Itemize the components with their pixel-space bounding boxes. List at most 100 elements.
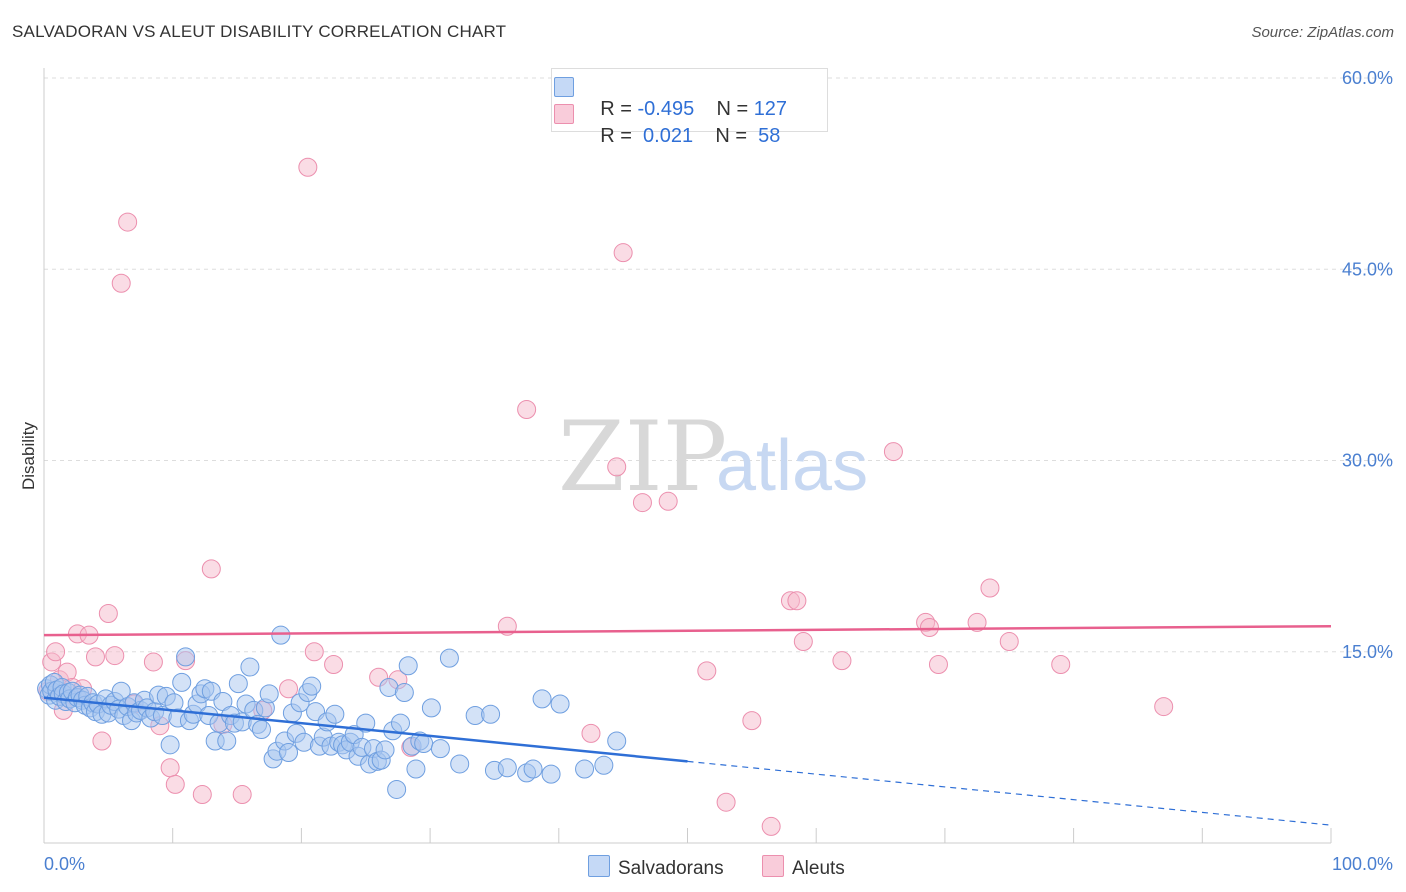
legend: R = -0.495 N = 127 R = 0.021 N = 58 — [551, 68, 828, 147]
aleut-point — [742, 711, 762, 731]
x-tick-label: 0.0% — [44, 854, 85, 874]
aleut-point — [201, 559, 221, 579]
salvadoran-point — [430, 739, 450, 759]
salvadoran-point — [279, 742, 299, 762]
legend-row-salvadorans: R = -0.495 N = 127 — [554, 75, 787, 120]
trend-lines — [43, 625, 1332, 826]
salvadoran-point — [375, 740, 395, 760]
aleut-point — [105, 646, 125, 666]
aleut-point — [761, 816, 781, 836]
tick-labels: 15.0% 30.0% 45.0% 60.0% 0.0% 100.0% — [44, 68, 1393, 874]
salvadoran-point — [394, 683, 414, 703]
y-tick-label: 60.0% — [1342, 68, 1393, 88]
aleut-point — [607, 457, 627, 477]
legend-r-label: R = — [600, 98, 632, 120]
aleut-point — [98, 604, 118, 623]
chart-title: SALVADORAN VS ALEUT DISABILITY CORRELATI… — [12, 22, 507, 41]
aleut-point — [298, 157, 318, 177]
aleut-point — [632, 493, 652, 513]
aleut-point — [967, 612, 987, 632]
aleut-point — [980, 578, 1000, 598]
y-axis-label: Disability — [19, 421, 38, 490]
legend-r-value: 0.021 — [637, 125, 694, 147]
salvadoran-point — [356, 713, 376, 733]
salvadoran-point — [228, 674, 248, 694]
salvadoran-point — [302, 676, 322, 696]
grid-lines — [44, 77, 1395, 653]
aleut-point — [613, 243, 633, 263]
aleut-point — [787, 591, 807, 611]
salvadoran-point — [497, 758, 517, 778]
legend-n-label: N = — [716, 98, 749, 120]
aleut-point — [658, 491, 678, 511]
salvadoran-point — [176, 647, 196, 667]
salvadoran-point — [406, 759, 426, 779]
salvadoran-point — [217, 731, 237, 751]
salvadoran-point — [575, 759, 595, 779]
salvadoran-point — [414, 734, 434, 754]
salvadoran-point — [252, 720, 272, 740]
aleut-point — [165, 774, 185, 794]
aleut-point — [1154, 697, 1174, 717]
aleut-point — [92, 731, 112, 751]
aleuts-trend-line — [43, 625, 1332, 637]
salvadoran-point — [532, 689, 552, 709]
salvadoran-point — [523, 759, 543, 779]
aleut-point — [517, 400, 537, 419]
salvadorans-trend-line — [43, 696, 688, 763]
aleut-point — [793, 632, 813, 652]
bottom-legend-aleuts: Aleuts — [762, 852, 845, 880]
salvadoran-point — [160, 735, 180, 755]
salvadoran-point — [421, 698, 441, 718]
salvadorans-swatch — [588, 855, 610, 877]
salvadoran-point — [390, 713, 410, 733]
legend-swatch-pink — [554, 104, 574, 124]
salvadoran-point — [439, 648, 459, 668]
aleut-point — [883, 442, 903, 462]
aleut-point — [143, 652, 163, 672]
watermark: ZIP atlas — [558, 401, 868, 513]
aleut-point — [581, 723, 601, 743]
y-tick-label: 30.0% — [1342, 451, 1393, 471]
y-tick-label: 45.0% — [1342, 259, 1393, 279]
salvadoran-point — [240, 657, 260, 677]
aleut-point — [111, 273, 131, 293]
salvadoran-point — [594, 755, 614, 775]
salvadoran-point — [550, 694, 570, 714]
aleut-point — [279, 679, 299, 699]
aleut-point — [118, 212, 138, 232]
salvadoran-point — [450, 754, 470, 774]
legend-n-value: 127 — [753, 98, 788, 120]
aleut-point — [919, 618, 939, 638]
legend-row-aleuts: R = 0.021 N = 58 — [554, 102, 780, 147]
legend-r-label: R = — [600, 125, 632, 147]
salvadoran-point — [325, 704, 345, 724]
watermark-atlas: atlas — [716, 426, 868, 506]
legend-n-value: 58 — [752, 125, 781, 147]
aleut-point — [999, 632, 1019, 652]
aleut-point — [85, 647, 105, 667]
salvadoran-point — [541, 764, 561, 784]
aleut-point — [832, 651, 852, 671]
axes — [43, 68, 1332, 844]
aleut-point — [160, 758, 180, 778]
aleut-point — [232, 785, 252, 805]
salvadoran-point — [172, 672, 192, 692]
aleut-point — [192, 785, 212, 805]
aleuts-swatch — [762, 855, 784, 877]
salvadoran-point — [607, 731, 627, 751]
salvadorans-label: Salvadorans — [618, 858, 724, 879]
source-label: Source: ZipAtlas.com — [1251, 24, 1394, 41]
salvadoran-point — [387, 779, 407, 799]
aleut-point — [716, 792, 736, 812]
aleut-point — [324, 655, 344, 674]
salvadoran-point — [481, 704, 501, 724]
salvadoran-point — [271, 625, 291, 645]
legend-n-label: N = — [715, 125, 748, 147]
aleut-point — [46, 642, 66, 662]
salvadorans-trend-extension — [687, 760, 1332, 826]
x-tick-label: 100.0% — [1332, 854, 1393, 874]
salvadoran-point — [398, 656, 418, 676]
aleuts-label: Aleuts — [792, 858, 845, 879]
